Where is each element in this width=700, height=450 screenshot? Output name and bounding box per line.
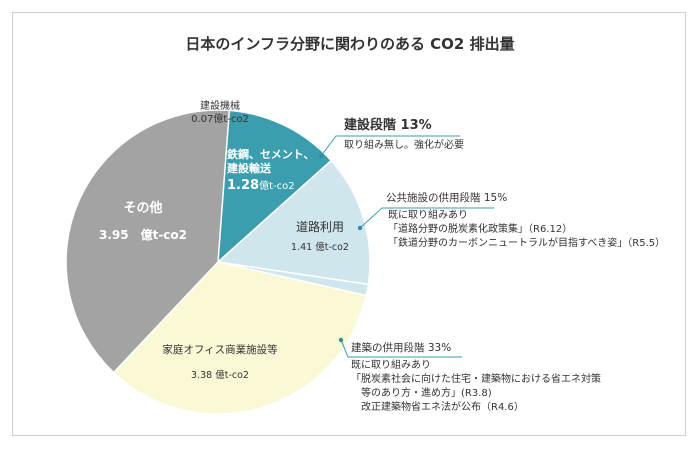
annotation-building-use-line-1: 既に取り組みあり [351,360,431,371]
label-construction-machinery-name: 建設機械 [200,101,240,112]
label-construction-machinery: 建設機械 0.07億t-co2 [170,100,270,126]
annotation-construction-stage-line-1: 取り組み無し。強化が必要 [344,140,464,151]
annotation-construction-stage-head: 建設段階 13% [344,118,432,133]
annotation-building-use-line-4: 改正建築物省エネ法が公布（R4.6） [351,402,524,413]
chart-title: 日本のインフラ分野に関わりのある CO2 排出量 [185,35,515,53]
label-buildings-name: 家庭オフィス商業施設等 [162,344,278,356]
label-steel-cement-value: 1.28億t-co2 [227,179,317,194]
annotation-building-use-line-3: 等のあり方・進め方」(R3.8) [351,388,492,399]
leader-public-facility-dot [357,225,363,231]
label-road-use-value: 1.41 億t-co2 [291,242,349,253]
annotation-public-facility: 公共施設の供用段階 15% 既に取り組みあり 「道路分野の脱炭素化政策集」（R6… [386,191,665,251]
annotation-building-use-line-2: 「脱炭素社会に向けた住宅・建築物における省エネ対策 [351,374,601,385]
label-steel-cement-value-unit: 億t-co2 [259,181,295,192]
leader-construction-stage [320,135,460,157]
pie-slice-other [65,109,231,374]
label-road-use: 道路利用 1.41 億t-co2 [280,218,360,253]
annotation-building-use-head: 建築の供用段階 33% [351,342,452,354]
label-steel-cement-name: 鉄鋼、セメント、建設輸送 [227,148,315,175]
annotation-building-use: 建築の供用段階 33% 既に取り組みあり 「脱炭素社会に向けた住宅・建築物におけ… [351,341,601,415]
label-steel-cement-value-main: 1.28 [227,178,260,193]
label-buildings: 家庭オフィス商業施設等 3.38 億t-co2 [160,342,280,381]
label-other: その他 3.95 億t-co2 [88,197,198,243]
annotation-public-facility-line-2: 「道路分野の脱炭素化政策集」（R6.12） [388,224,573,235]
pie-slice-buildings [112,261,368,415]
leader-construction-stage-dot [318,153,324,159]
annotation-public-facility-head: 公共施設の供用段階 15% [386,192,508,204]
leader-building-use-dot [338,337,344,343]
pie-slice-steel-cement [217,109,333,264]
pie-slice-road-use [216,159,371,286]
label-other-name: その他 [123,201,163,216]
label-construction-machinery-value: 0.07億t-co2 [191,114,249,125]
label-road-use-name: 道路利用 [295,220,344,234]
label-steel-cement: 鉄鋼、セメント、建設輸送 1.28億t-co2 [227,148,317,194]
label-buildings-value: 3.38 億t-co2 [191,370,249,381]
label-other-value: 3.95 億t-co2 [98,228,188,242]
annotation-public-facility-line-1: 既に取り組みあり [388,210,468,221]
leader-public-facility [359,207,494,229]
leader-building-use [340,339,462,358]
annotation-construction-stage: 建設段階 13% 取り組み無し。強化が必要 [344,119,464,153]
annotation-public-facility-line-3: 「鉄道分野のカーボンニュートラルが目指すべき姿」（R5.5） [388,238,666,249]
